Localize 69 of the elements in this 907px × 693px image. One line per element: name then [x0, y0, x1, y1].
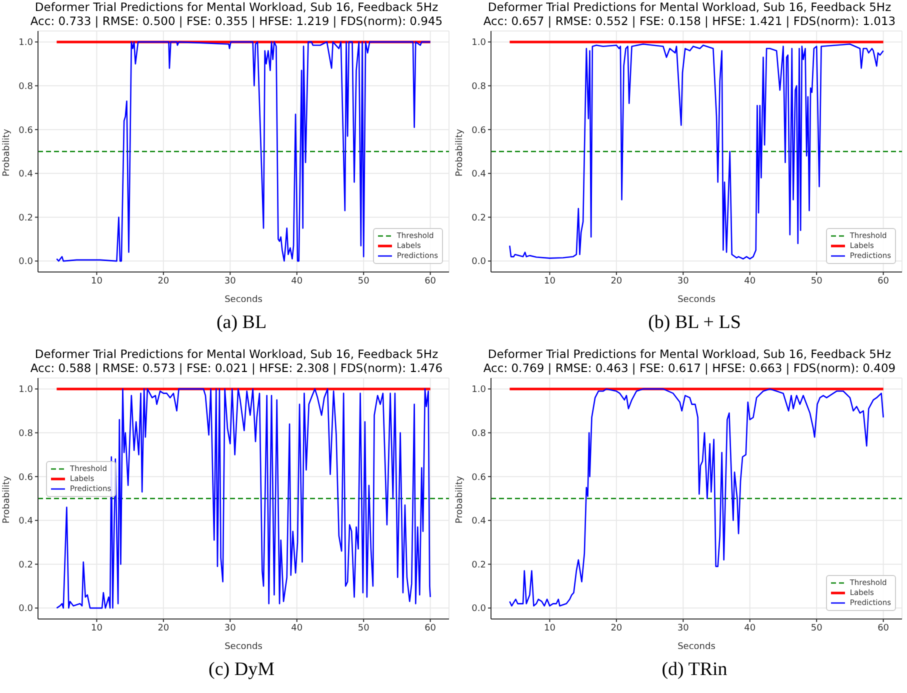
chart-title: Deformer Trial Predictions for Mental Workload, Sub 16, Feedback 5Hz	[486, 346, 892, 360]
x-tick-label: 30	[677, 276, 690, 286]
text: (c) DyM	[208, 658, 276, 680]
chart-title: Deformer Trial Predictions for Mental Workload, Sub 16, Feedback 5Hz	[34, 0, 440, 14]
chart-subtitle: Acc: 0.657 | RMSE: 0.552 | FSE: 0.158 | HFSE: 1.421 | FDS(norm): 1.013	[482, 14, 897, 28]
x-tick-label: 10	[544, 622, 556, 633]
x-tick-label: 50	[810, 622, 823, 633]
y-tick-label: 1.0	[18, 38, 34, 48]
y-tick-label: 0.0	[18, 257, 34, 268]
y-axis-title: Probability	[455, 128, 466, 176]
x-tick-label: 10	[544, 276, 556, 286]
y-tick-label: 0.0	[18, 604, 34, 614]
x-tick-label: 20	[158, 622, 170, 633]
x-tick-label: 40	[291, 622, 303, 633]
x-tick-label: 10	[90, 276, 103, 286]
x-tick-label: 20	[610, 622, 622, 633]
y-axis-title: Probability	[2, 474, 12, 523]
x-tick-label: 30	[224, 276, 236, 286]
y-tick-label: 0.6	[472, 472, 486, 482]
x-tick-label: 50	[358, 276, 370, 286]
y-axis-title: Probability	[455, 474, 466, 523]
x-tick-label: 60	[878, 276, 890, 286]
y-axis-title: Probability	[2, 128, 12, 176]
x-tick-label: 60	[878, 622, 890, 633]
y-tick-label: 0.8	[472, 428, 486, 438]
y-tick-label: 0.0	[472, 257, 486, 268]
y-tick-label: 0.6	[472, 126, 486, 136]
x-axis-title: Seconds	[224, 642, 263, 652]
y-tick-label: 0.4	[18, 170, 34, 180]
chart-title: Deformer Trial Predictions for Mental Workload, Sub 16, Feedback 5Hz	[34, 346, 440, 360]
x-tick-label: 60	[424, 622, 436, 633]
text: (a) BL	[215, 312, 268, 334]
y-tick-label: 0.8	[18, 428, 34, 438]
y-tick-label: 0.2	[472, 213, 486, 224]
y-tick-label: 0.4	[18, 516, 34, 526]
text: (b) BL + LS	[647, 312, 742, 334]
x-tick-label: 30	[677, 622, 690, 633]
chart-subtitle: Acc: 0.733 | RMSE: 0.500 | FSE: 0.355 | HFSE: 1.219 | FDS(norm): 0.945	[29, 14, 444, 28]
x-tick-label: 20	[610, 276, 622, 286]
x-tick-label: 10	[90, 622, 103, 633]
chart-subtitle: Acc: 0.588 | RMSE: 0.573 | FSE: 0.021 | HFSE: 2.308 | FDS(norm): 1.476	[29, 360, 444, 374]
y-tick-label: 0.8	[18, 82, 34, 92]
chart-title: Deformer Trial Predictions for Mental Workload, Sub 16, Feedback 5Hz	[486, 0, 892, 14]
x-axis-title: Seconds	[224, 295, 263, 305]
chart-subtitle: Acc: 0.769 | RMSE: 0.463 | FSE: 0.617 | HFSE: 0.663 | FDS(norm): 0.409	[482, 360, 897, 374]
x-tick-label: 20	[158, 276, 170, 286]
x-tick-label: 50	[358, 622, 370, 633]
x-tick-label: 30	[224, 622, 236, 633]
y-tick-label: 0.2	[18, 560, 33, 570]
x-tick-label: 40	[744, 622, 756, 633]
line-series	[56, 388, 431, 608]
y-tick-label: 0.6	[18, 126, 34, 136]
x-tick-label: 60	[424, 276, 436, 286]
x-axis-title: Seconds	[678, 295, 716, 305]
y-tick-label: 1.0	[18, 384, 34, 395]
y-tick-label: 0.0	[472, 604, 486, 614]
y-tick-label: 0.8	[472, 82, 486, 92]
y-tick-label: 1.0	[472, 38, 486, 48]
y-tick-label: 1.0	[472, 384, 486, 395]
x-tick-label: 40	[744, 276, 756, 286]
x-tick-label: 50	[810, 276, 823, 286]
x-axis-title: Seconds	[678, 642, 716, 652]
y-tick-label: 0.4	[472, 516, 486, 526]
y-tick-label: 0.6	[18, 472, 34, 482]
text: (d) TRin	[660, 658, 728, 680]
x-tick-label: 40	[291, 276, 303, 286]
y-tick-label: 0.2	[472, 560, 486, 570]
y-tick-label: 0.4	[472, 170, 486, 180]
y-tick-label: 0.2	[18, 213, 33, 224]
